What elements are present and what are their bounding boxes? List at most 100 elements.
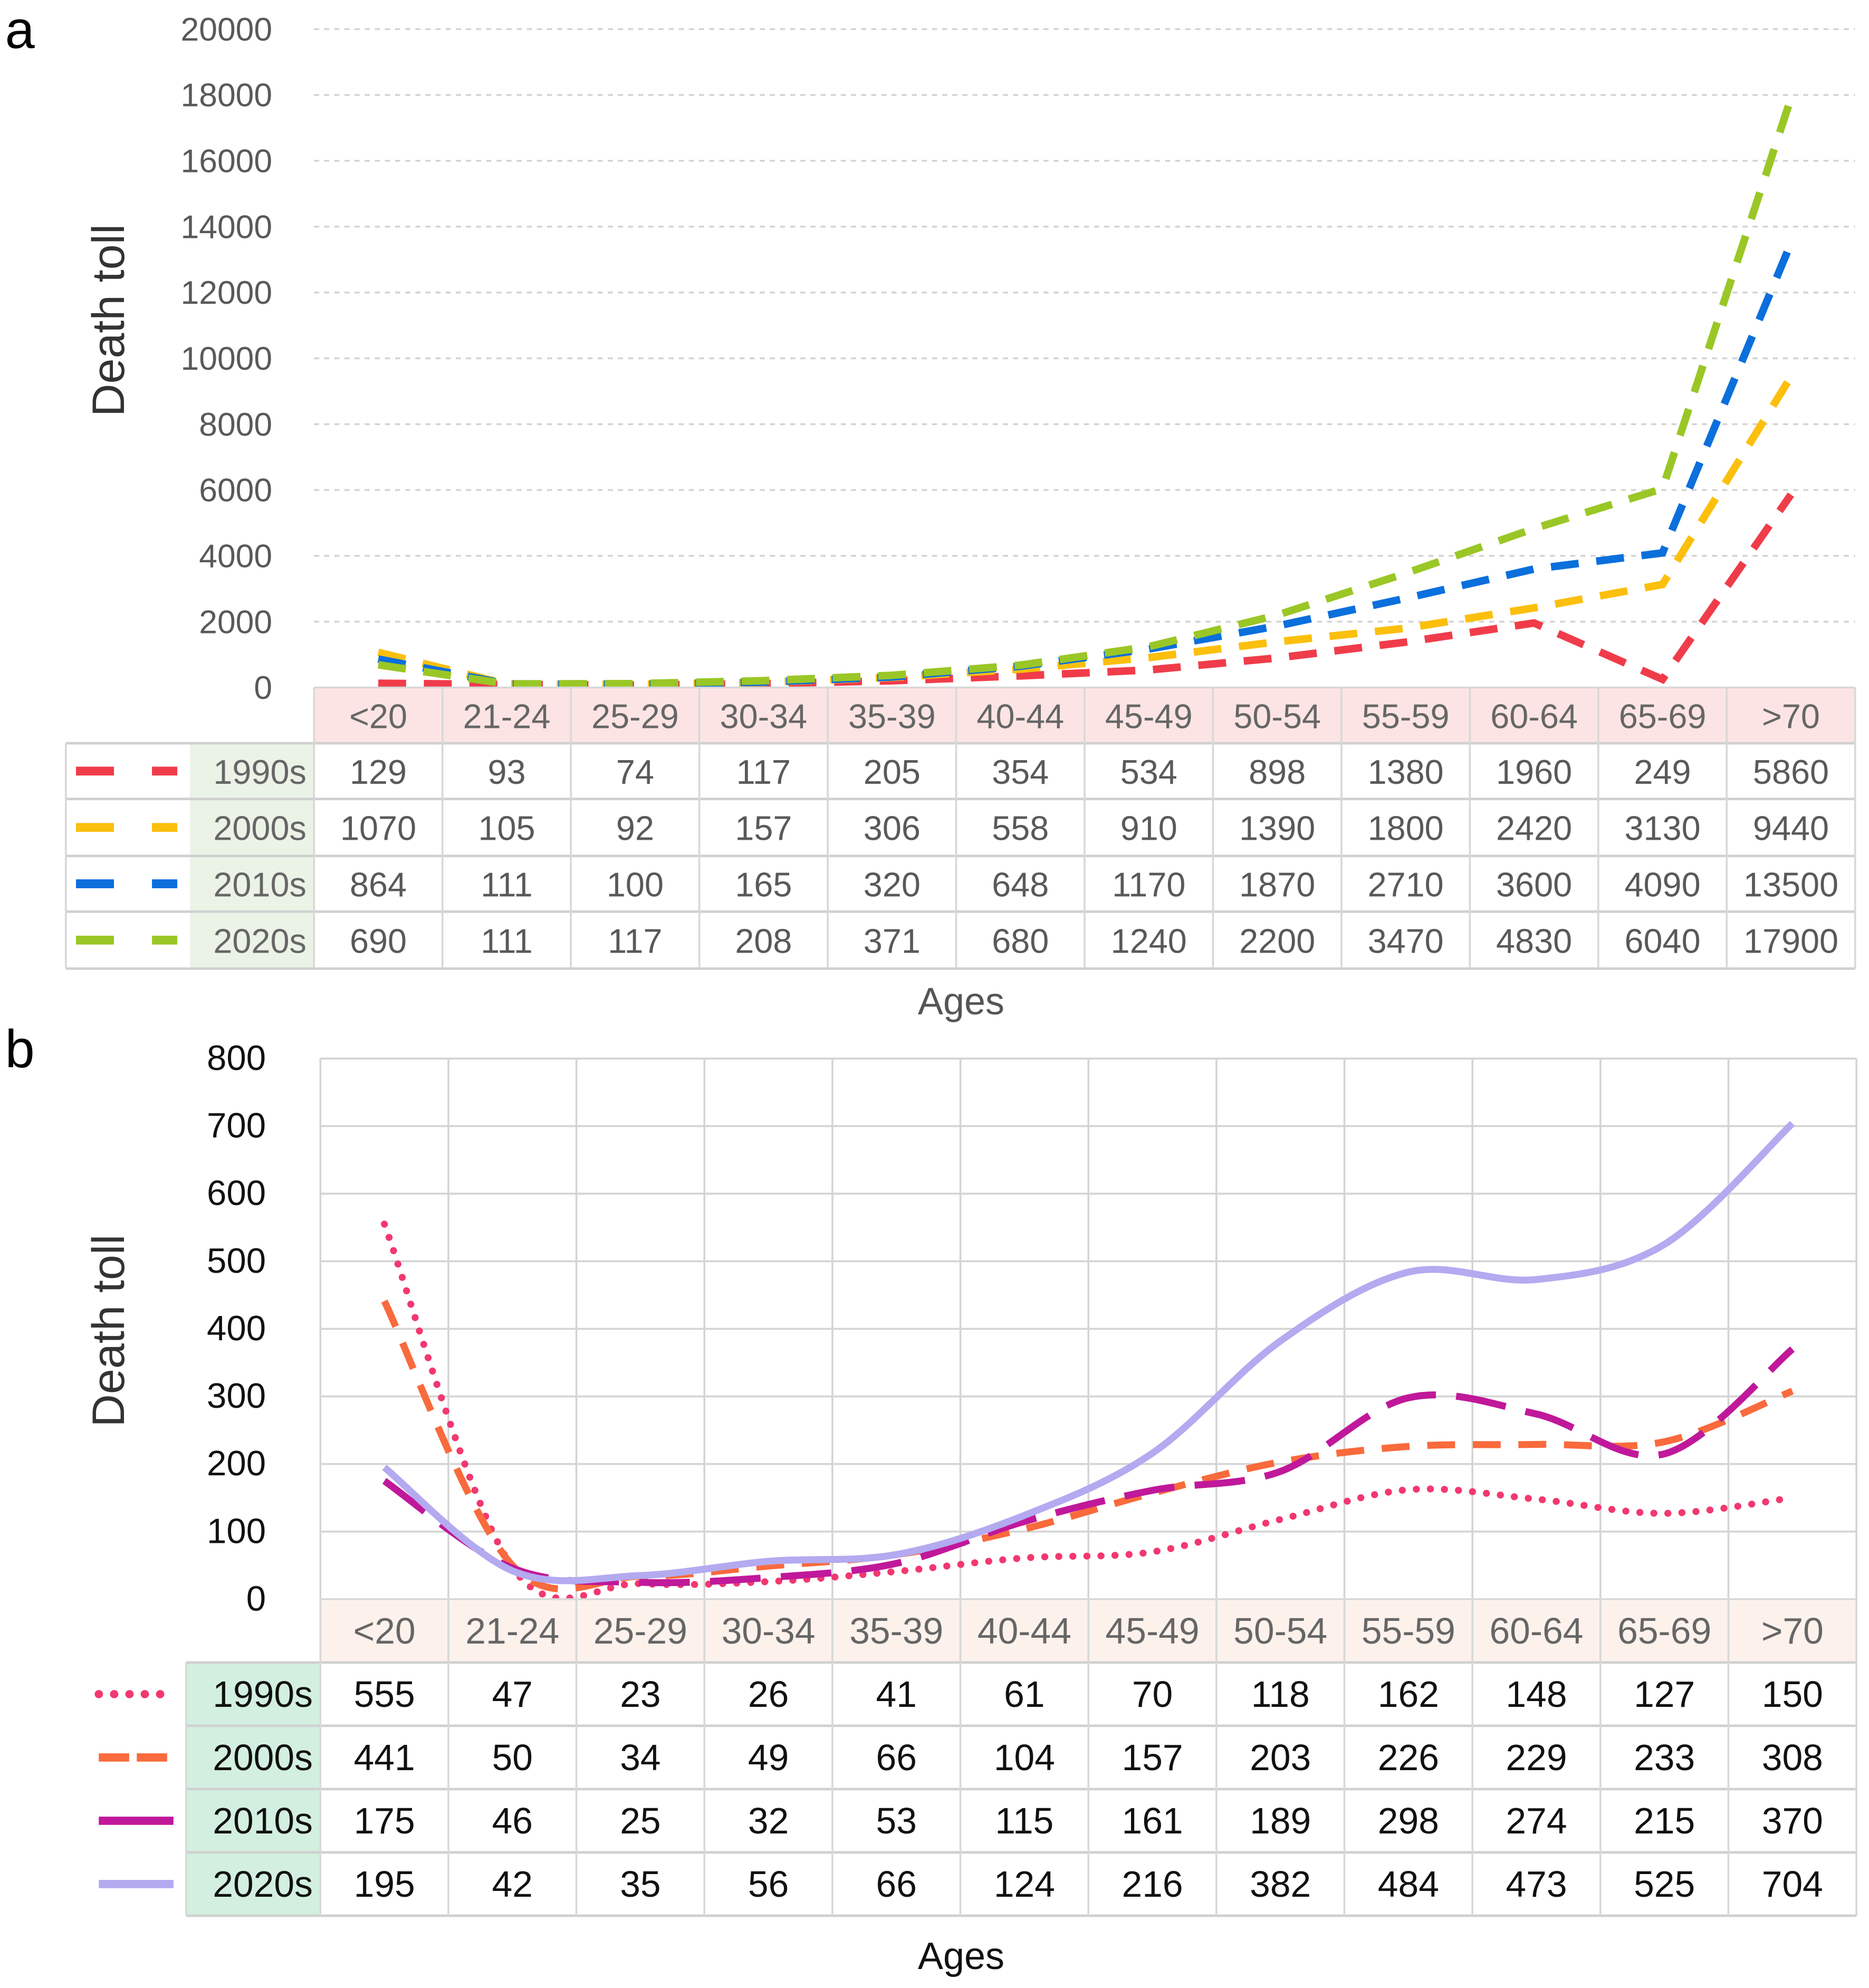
panel-label: a [5,1,35,60]
y-tick-label: 0 [254,670,272,706]
y-tick-label: 800 [207,1038,266,1078]
table-cell-value: 648 [992,866,1049,904]
table-cell-value: 4090 [1624,866,1700,904]
y-tick-label: 300 [207,1376,266,1416]
table-cell-value: 5860 [1753,753,1829,791]
table-cell-value: 111 [481,921,533,960]
legend-label: 2010s [213,866,306,904]
table-cell-value: 115 [995,1800,1053,1841]
y-tick-label: 6000 [199,473,272,509]
table-cell-value: 161 [1122,1800,1183,1841]
table-cell-value: 274 [1506,1800,1567,1841]
table-cell-value: 111 [481,866,533,904]
legend-label: 2020s [213,921,306,960]
table-cell-value: 680 [992,921,1049,960]
table-cell-value: 61 [1004,1674,1044,1715]
table-cell-value: 127 [1634,1674,1695,1715]
table-cell-value: 26 [748,1674,789,1715]
y-tick-label: 4000 [199,538,272,574]
y-tick-label: 16000 [181,143,273,179]
series-line-2000s [381,1299,1794,1593]
table-cell-value: 484 [1378,1864,1439,1905]
x-category-label: 45-49 [1106,1610,1200,1651]
table-cell-value: 118 [1251,1674,1310,1715]
table-cell-value: 189 [1250,1800,1311,1841]
x-category-label: 25-29 [593,1610,687,1651]
table-cell-value: 34 [620,1737,660,1778]
table-cell-value: 47 [492,1674,533,1715]
x-category-label: 60-64 [1490,697,1578,735]
table-cell-value: 1380 [1368,753,1444,791]
x-category-label: >70 [1761,1610,1824,1651]
table-cell-value: 558 [992,809,1049,848]
table-cell-value: 70 [1132,1674,1173,1715]
table-cell-value: 354 [992,753,1049,791]
table-cell-value: 233 [1634,1737,1695,1778]
table-cell-value: 704 [1762,1864,1823,1905]
x-category-label: 50-54 [1233,697,1321,735]
y-tick-label: 18000 [181,78,273,114]
y-axis-title: Death toll [83,224,134,417]
table-cell-value: 205 [864,753,921,791]
x-category-label: 35-39 [849,1610,943,1651]
legend-label: 1990s [213,753,306,791]
table-cell-value: 162 [1378,1674,1439,1715]
series-line-2020s [382,1121,1795,1584]
table-cell-value: 175 [354,1800,415,1841]
y-tick-label: 2000 [199,604,272,640]
table-cell-value: 195 [354,1864,415,1905]
table-cell-value: 1870 [1239,866,1315,904]
y-axis-title: Death toll [83,1234,134,1427]
table-cell-value: 2200 [1239,921,1315,960]
x-category-label: 60-64 [1489,1610,1583,1651]
x-category-label: 40-44 [977,1610,1071,1651]
table-cell-value: 298 [1378,1800,1439,1841]
table-cell-value: 534 [1120,753,1177,791]
table-cell-value: 216 [1122,1864,1183,1905]
table-cell-value: 46 [492,1800,533,1841]
x-category-label: 30-34 [722,1610,816,1651]
table-cell-value: 117 [736,753,791,791]
x-category-label: 55-59 [1362,1610,1455,1651]
y-tick-label: 0 [246,1579,266,1618]
table-cell-value: 864 [350,866,407,904]
table-cell-value: 320 [864,866,921,904]
x-category-label: 25-29 [591,697,679,735]
y-tick-label: 400 [207,1309,266,1348]
table-cell-value: 3470 [1368,921,1444,960]
table-cell-value: 148 [1506,1674,1567,1715]
table-cell-value: 9440 [1753,809,1829,848]
table-cell-value: 1070 [340,809,416,848]
y-tick-label: 12000 [181,275,273,311]
panel-label: b [5,1020,35,1079]
table-cell-value: 382 [1250,1864,1311,1905]
table-cell-value: 100 [607,866,664,904]
y-tick-label: 600 [207,1174,266,1213]
y-tick-label: 20000 [181,12,273,48]
table-cell-value: 555 [354,1674,415,1715]
table-cell-value: 1170 [1112,866,1185,904]
table-cell-value: 3130 [1624,809,1700,848]
series-line-2020s [377,97,1795,688]
x-axis-title: Ages [918,1935,1004,1977]
legend-label: 2000s [213,809,306,848]
table-cell-value: 1240 [1111,921,1187,960]
table-cell-value: 441 [354,1737,415,1778]
table-cell-value: 13500 [1743,866,1838,904]
table-cell-value: 203 [1250,1737,1311,1778]
table-cell-value: 525 [1634,1864,1695,1905]
table-cell-value: 56 [748,1864,789,1905]
table-cell-value: 371 [864,921,921,960]
x-category-label: 50-54 [1233,1610,1327,1651]
x-category-label: 21-24 [463,697,551,735]
table-cell-value: 208 [735,921,792,960]
table-cell-value: 23 [620,1674,660,1715]
table-cell-value: 215 [1634,1800,1695,1841]
table-cell-value: 50 [492,1737,533,1778]
x-category-label: 35-39 [848,697,936,735]
table-cell-value: 1960 [1496,753,1572,791]
y-tick-label: 500 [207,1241,266,1281]
table-cell-value: 35 [620,1864,660,1905]
table-cell-value: 93 [487,753,525,791]
